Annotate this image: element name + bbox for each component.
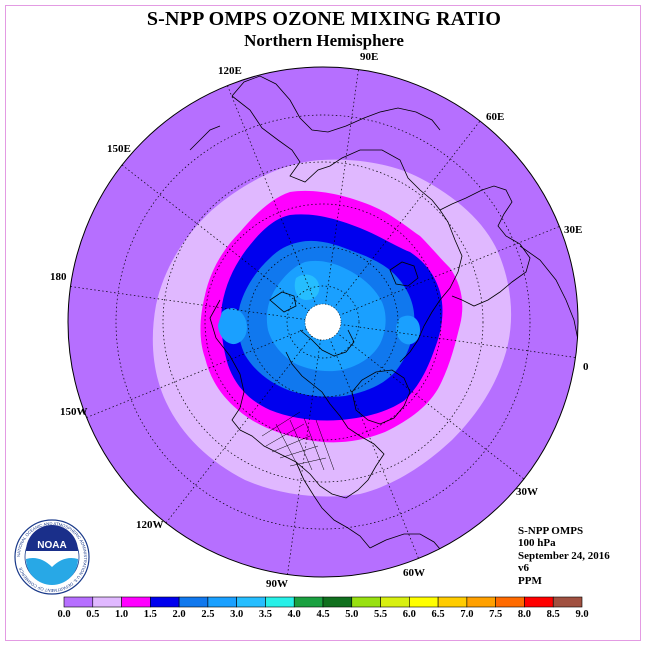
contour-band-2-5-c (396, 315, 420, 345)
colorbar-swatch (150, 596, 180, 608)
colorbar: 0.0 0.5 1.0 1.5 2.0 2.5 3.0 3.5 4.0 4.5 5.0 5.5 6.0 6… (57, 596, 589, 620)
info-block: S-NPP OMPS 100 hPa September 24, 2016 v6… (518, 525, 610, 587)
colorbar-tick-label: 2.0 (173, 609, 186, 620)
lat-circle-15 (115, 114, 531, 530)
meridian-line (227, 85, 419, 559)
lon-label-60w: 60W (403, 567, 425, 579)
colorbar-swatch (409, 596, 439, 608)
colorbar-tick-label: 6.0 (403, 609, 416, 620)
lon-label-0: 0 (583, 361, 589, 373)
colorbar-tick-label: 2.5 (201, 609, 214, 620)
info-units: PPM (518, 574, 542, 587)
lon-label-30e: 30E (564, 224, 582, 236)
meridians (70, 69, 576, 575)
info-date: September 24, 2016 (518, 549, 610, 562)
colorbar-swatch (63, 596, 94, 608)
map-subtitle: Northern Hemisphere (244, 31, 404, 50)
info-level: 100 hPa (518, 537, 556, 550)
colorbar-tick-label: 5.0 (345, 609, 358, 620)
colorbar-swatch (207, 596, 237, 608)
contour-band-2-5-b (218, 308, 247, 345)
colorbar-tick-label: 4.5 (316, 609, 329, 620)
lon-label-90w: 90W (266, 578, 288, 590)
plot-frame (5, 5, 641, 641)
lon-label-90e: 90E (360, 51, 378, 63)
coast-japan (189, 125, 221, 151)
colorbar-tick-label: 9.0 (575, 609, 588, 620)
coast-greenland (351, 369, 411, 425)
colorbar-tick-label: 8.5 (547, 609, 560, 620)
meridian-line (121, 164, 525, 480)
lat-circle-75 (286, 285, 360, 359)
colorbar-swatch (265, 596, 295, 608)
logo-sky (26, 525, 78, 551)
colorbar-tick-label: 5.5 (374, 609, 387, 620)
longitude-labels: 90E 60E 30E 0 30W 60W 90W 120W 150W 180 … (50, 51, 589, 590)
colorbar-swatch (495, 596, 525, 608)
colorbar-swatch (380, 596, 410, 608)
colorbar-swatch (437, 596, 468, 608)
colorbar-swatch (351, 596, 381, 608)
colorbar-tick-label: 4.0 (288, 609, 301, 620)
us-state-borders (261, 411, 335, 471)
colorbar-tick-label: 3.5 (259, 609, 272, 620)
lat-circle-45 (204, 203, 442, 441)
coast-north-america (209, 299, 385, 499)
colorbar-swatch (552, 596, 583, 608)
colorbar-tick-label: 3.0 (230, 609, 243, 620)
lon-label-30w: 30W (516, 486, 538, 498)
coast-eurasia (231, 95, 463, 363)
colorbar-tick-label: 7.5 (489, 609, 502, 620)
lat-circle-60 (247, 246, 399, 398)
pole-cap-edge (304, 303, 342, 341)
lon-label-180: 180 (50, 271, 67, 283)
info-version: v6 (518, 562, 529, 575)
meridian-line (287, 69, 359, 575)
meridian-line (86, 226, 560, 418)
colorbar-tick-label: 8.0 (518, 609, 531, 620)
colorbar-tick-label: 0.0 (57, 609, 70, 620)
lon-label-120e: 120E (218, 65, 242, 77)
contour-band-3-0 (294, 274, 320, 300)
logo-center-text: NOAA (37, 540, 66, 551)
colorbar-swatch (293, 596, 324, 608)
coast-africa (519, 245, 578, 341)
lon-label-150e: 150E (107, 143, 131, 155)
colorbar-swatch (466, 596, 496, 608)
latitude-circles (115, 114, 531, 530)
colorbar-swatch (178, 596, 209, 608)
map-title: S-NPP OMPS OZONE MIXING RATIO (146, 8, 502, 30)
noaa-logo: NOAA NATIONAL OCEANIC AND ATMOSPHERIC AD… (14, 519, 90, 595)
colorbar-swatch (121, 596, 151, 608)
meridian-line (70, 286, 576, 358)
pole-cap (305, 304, 341, 340)
meridian-line (165, 120, 481, 524)
logo-sea (26, 558, 78, 585)
lat-circle-30 (162, 161, 484, 483)
info-instrument: S-NPP OMPS (518, 525, 584, 537)
colorbar-swatch (322, 596, 353, 608)
colorbar-tick-label: 0.5 (86, 609, 99, 620)
colorbar-swatch (236, 596, 266, 608)
coast-central-america (295, 461, 371, 549)
colorbar-swatch (524, 596, 554, 608)
lon-label-120w: 120W (136, 519, 164, 531)
colorbar-tick-label: 1.0 (115, 609, 128, 620)
coast-east-asia (231, 75, 441, 133)
lon-label-150w: 150W (60, 406, 88, 418)
colorbar-tick-label: 1.5 (144, 609, 157, 620)
colorbar-tick-label: 7.0 (460, 609, 473, 620)
colorbar-tick-label: 6.5 (432, 609, 445, 620)
lon-label-60e: 60E (486, 111, 504, 123)
colorbar-swatch (92, 596, 122, 608)
